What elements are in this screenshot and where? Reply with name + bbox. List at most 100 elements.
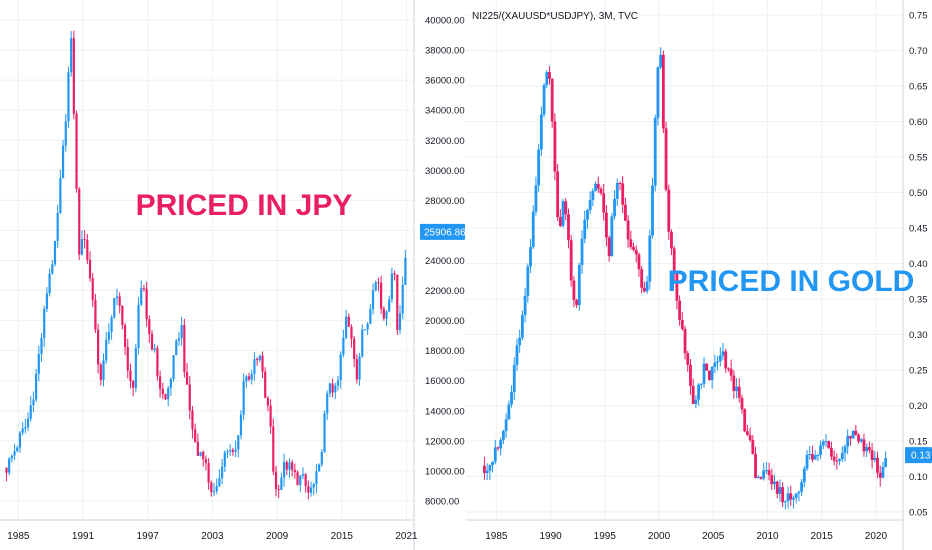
candle — [588, 191, 592, 215]
right-last-price: 0.13 — [911, 451, 931, 462]
candle — [53, 240, 57, 267]
candle — [624, 197, 627, 222]
candle — [664, 121, 668, 192]
candle — [653, 114, 657, 192]
candle — [542, 83, 546, 118]
y-tick-label: 24000.00 — [425, 256, 465, 267]
candle — [819, 440, 822, 459]
candle — [67, 66, 70, 128]
candle — [775, 480, 779, 499]
candle — [721, 342, 725, 360]
candle — [732, 370, 736, 399]
candle — [296, 470, 299, 486]
right-time-axis[interactable]: 1985 1990 1995 2000 2005 2010 2015 2020 — [466, 519, 903, 542]
candle — [759, 476, 763, 480]
candle — [504, 413, 508, 438]
x-tick-label: 2005 — [702, 531, 725, 542]
y-tick-label: 32000.00 — [425, 136, 465, 147]
candle — [269, 399, 272, 434]
candle — [102, 353, 105, 387]
candle — [291, 459, 294, 477]
candle — [884, 451, 888, 468]
candle — [846, 429, 850, 455]
candle — [591, 188, 595, 207]
left-price-axis[interactable]: 8000.00 10000.00 12000.00 14000.00 16000.00 1… — [413, 0, 465, 550]
candle — [153, 343, 156, 353]
candle — [256, 357, 259, 366]
candle — [512, 357, 516, 400]
y-tick-label: 0.30 — [909, 330, 928, 341]
candle — [821, 439, 825, 450]
candle — [299, 474, 302, 493]
candle — [148, 315, 151, 343]
candle — [140, 280, 143, 306]
candle — [388, 295, 391, 313]
candle — [691, 378, 695, 405]
candle — [694, 395, 698, 409]
candle — [705, 363, 709, 372]
candle — [16, 445, 19, 453]
candle — [161, 382, 164, 399]
chart-title: NI225/(XAUUSD*USDJPY), 3M, TVC — [472, 11, 638, 22]
candle — [607, 235, 611, 262]
candle — [537, 144, 541, 193]
candle — [626, 215, 630, 248]
candle — [159, 370, 162, 398]
candle — [824, 433, 828, 448]
y-tick-label: 18000.00 — [425, 346, 465, 357]
candle — [813, 450, 817, 460]
candle — [137, 297, 140, 355]
candle — [569, 234, 573, 287]
candle — [832, 450, 836, 466]
candle — [605, 205, 608, 247]
right-last-price-tag: 0.13 — [905, 447, 932, 464]
candle — [854, 425, 858, 437]
candle — [778, 479, 782, 502]
candle — [553, 113, 557, 181]
x-tick-label: 1985 — [485, 531, 508, 542]
candle — [318, 463, 321, 472]
candle — [615, 178, 619, 206]
candle — [220, 459, 224, 485]
candle — [396, 274, 399, 335]
candle — [724, 348, 728, 373]
candle — [5, 467, 8, 482]
candle — [531, 205, 535, 249]
candle — [686, 350, 690, 372]
candle — [659, 47, 663, 70]
candle — [328, 382, 332, 398]
candle — [751, 435, 755, 455]
candle — [175, 338, 178, 356]
x-tick-label: 2000 — [648, 531, 671, 542]
candle — [843, 444, 847, 462]
candle — [194, 423, 197, 443]
candle — [754, 446, 757, 479]
candle — [577, 262, 581, 311]
left-time-axis[interactable]: 1985 1991 1997 2003 2009 2015 2021 — [0, 519, 418, 542]
candle — [594, 181, 597, 192]
candle — [539, 106, 543, 156]
candle — [277, 484, 280, 499]
candle — [145, 282, 148, 327]
candle — [334, 382, 337, 400]
candle — [132, 380, 135, 397]
candle — [493, 439, 497, 465]
candle — [583, 210, 587, 244]
y-tick-label: 38000.00 — [425, 46, 465, 57]
candle — [315, 463, 318, 494]
candle — [107, 323, 110, 345]
candle — [545, 70, 549, 89]
candle — [602, 184, 606, 221]
candle — [678, 295, 682, 326]
candle — [210, 480, 213, 497]
candle — [75, 110, 78, 193]
candle — [229, 444, 232, 457]
x-tick-label: 2015 — [331, 531, 354, 542]
candle — [202, 450, 205, 467]
candle — [61, 139, 65, 179]
candle — [280, 472, 283, 491]
candle — [735, 378, 738, 399]
right-price-axis[interactable]: 0.05 0.10 0.15 0.20 0.25 0.30 0.35 0.40 0.45 0.50… — [902, 0, 928, 550]
candle — [811, 445, 814, 463]
candle — [126, 338, 129, 379]
